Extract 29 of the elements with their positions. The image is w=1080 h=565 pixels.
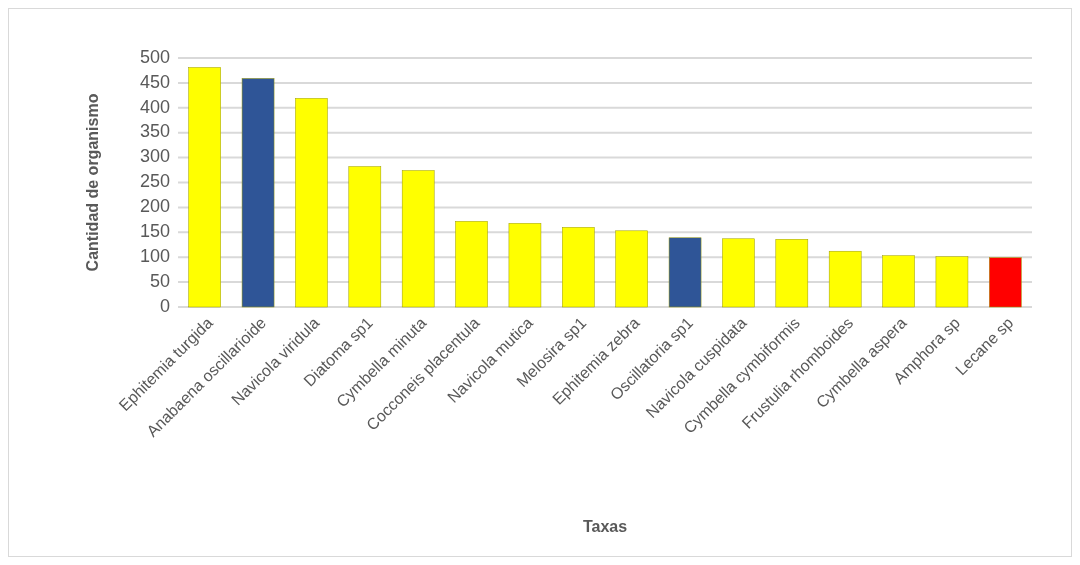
y-tick-label: 100 — [139, 245, 170, 266]
bar — [615, 230, 648, 308]
bar — [828, 250, 862, 308]
bar — [882, 255, 915, 308]
bar — [455, 221, 488, 308]
bar — [722, 238, 755, 308]
y-tick-label: 150 — [139, 221, 170, 242]
y-tick-label: 350 — [139, 121, 170, 142]
bar — [989, 257, 1022, 308]
y-axis-title: Cantidad de organismo — [84, 93, 101, 272]
x-axis-title: Taxas — [582, 518, 628, 535]
y-tick-label: 500 — [139, 46, 170, 67]
bar — [508, 223, 542, 308]
bar — [562, 227, 595, 308]
y-tick-label: 50 — [149, 270, 170, 291]
y-tick-label: 300 — [139, 146, 170, 167]
bar — [241, 78, 275, 308]
bar — [188, 67, 221, 308]
bar — [348, 166, 382, 308]
bar — [935, 256, 969, 308]
y-tick-label: 0 — [159, 295, 170, 316]
y-tick-label: 200 — [139, 196, 170, 217]
y-tick-label: 400 — [139, 96, 170, 117]
bar — [401, 170, 435, 308]
y-tick-label: 450 — [139, 71, 170, 92]
bar — [668, 237, 702, 308]
bar — [775, 239, 809, 308]
y-tick-label: 250 — [139, 171, 170, 192]
bar — [295, 98, 328, 308]
